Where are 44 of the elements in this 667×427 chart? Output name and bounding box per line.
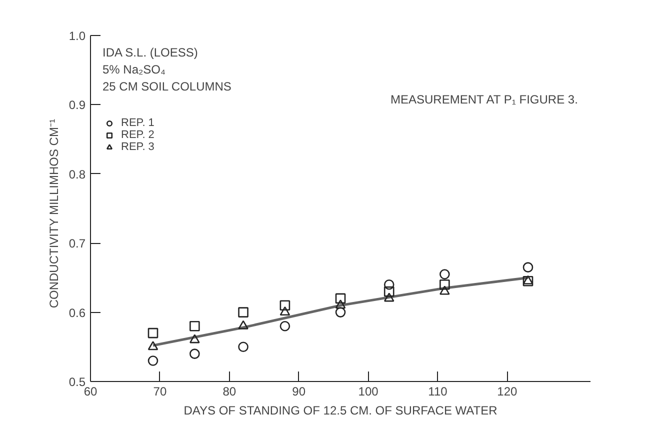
point — [384, 292, 394, 302]
point — [280, 306, 290, 316]
point — [522, 262, 534, 272]
point — [335, 307, 346, 318]
x-axis-title: DAYS OF STANDING OF 12.5 CM. OF SURFACE WATER — [184, 404, 498, 418]
point — [148, 341, 158, 350]
point — [440, 269, 450, 280]
point — [238, 320, 248, 330]
point — [384, 279, 394, 290]
y-axis-title: CONDUCTIVITY MILLIMHOS CM⁻¹ — [46, 119, 61, 308]
y-tick-label: 0.6 — [68, 306, 86, 320]
x-tick-label: 90 — [292, 384, 306, 398]
point — [190, 348, 200, 359]
annotation: IDA S.L. (LOESS) — [102, 46, 198, 60]
annotation: 5% Na₂SO₄ — [102, 62, 166, 76]
annotation: MEASUREMENT AT P₁ FIGURE 3. — [390, 92, 578, 106]
point — [335, 293, 346, 304]
y-tick-label: 0.8 — [68, 167, 86, 182]
point — [190, 320, 200, 332]
point — [280, 321, 290, 332]
point — [440, 279, 450, 290]
point — [148, 328, 158, 338]
legend-label: REP. 2 — [121, 129, 154, 141]
point — [148, 356, 158, 366]
point — [440, 286, 450, 295]
x-tick-label: 70 — [153, 384, 167, 398]
y-tick-label: 0.7 — [68, 236, 86, 251]
legend-label: REP. 1 — [121, 117, 154, 129]
x-tick-label: 60 — [84, 384, 98, 398]
point — [238, 342, 248, 352]
y-tick-label: 0.5 — [68, 375, 86, 389]
y-tick-label: 0.9 — [68, 98, 86, 112]
x-tick-label: 120 — [497, 384, 518, 398]
point — [384, 286, 394, 297]
x-tick-label: 110 — [428, 384, 448, 398]
point — [280, 300, 290, 311]
point — [190, 334, 200, 344]
legend-label: REP. 3 — [121, 141, 154, 153]
x-tick-label: 80 — [222, 384, 236, 398]
x-tick-label: 100 — [358, 384, 379, 398]
point — [335, 300, 346, 309]
y-tick-label: 1.0 — [68, 29, 86, 43]
annotation: 25 CM SOIL COLUMNS — [102, 80, 232, 94]
point — [238, 307, 248, 318]
